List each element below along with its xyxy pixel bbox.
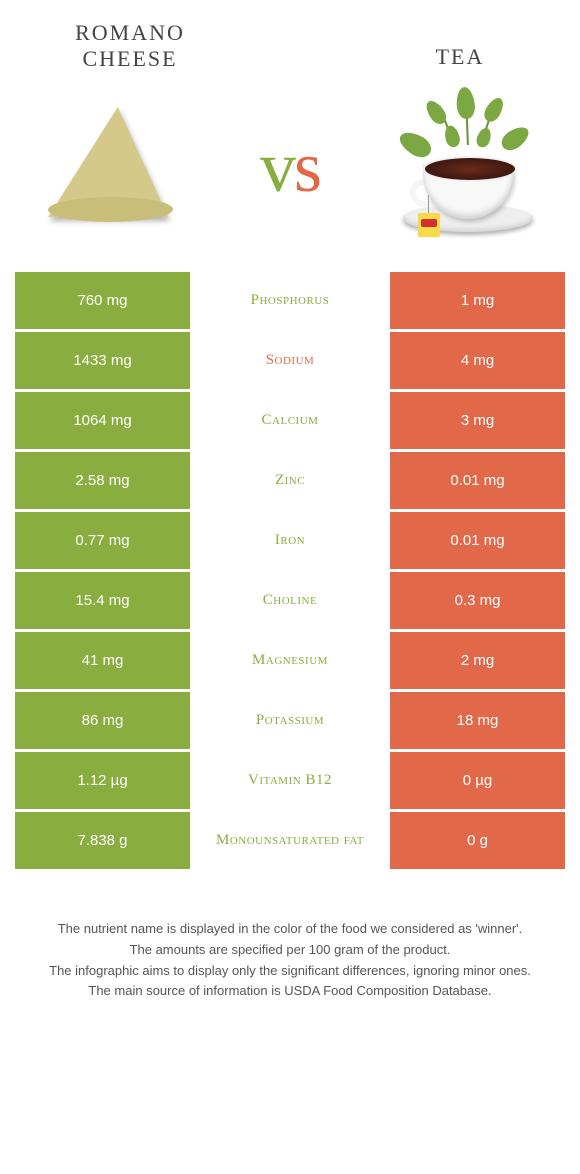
table-row: 1433 mgSodium4 mg — [15, 332, 565, 389]
footer-line: The infographic aims to display only the… — [30, 961, 550, 982]
right-value: 1 mg — [390, 272, 565, 329]
left-value: 2.58 mg — [15, 452, 190, 509]
left-value: 7.838 g — [15, 812, 190, 869]
left-value: 1433 mg — [15, 332, 190, 389]
cheese-icon — [43, 102, 183, 232]
images-row: vs — [0, 72, 580, 272]
tea-icon — [388, 87, 548, 247]
vs-v: v — [260, 127, 294, 207]
table-row: 1064 mgCalcium3 mg — [15, 392, 565, 449]
table-row: 86 mgPotassium18 mg — [15, 692, 565, 749]
header: Romano cheese Tea — [0, 0, 580, 72]
right-value: 0 g — [390, 812, 565, 869]
nutrient-label: Vitamin B12 — [190, 752, 390, 809]
table-row: 0.77 mgIron0.01 mg — [15, 512, 565, 569]
table-row: 1.12 µgVitamin B120 µg — [15, 752, 565, 809]
nutrient-label: Monounsaturated fat — [190, 812, 390, 869]
cheese-image — [25, 80, 200, 255]
left-value: 41 mg — [15, 632, 190, 689]
vs-label: vs — [260, 126, 320, 209]
nutrient-label: Phosphorus — [190, 272, 390, 329]
left-value: 86 mg — [15, 692, 190, 749]
nutrient-label: Choline — [190, 572, 390, 629]
nutrient-table: 760 mgPhosphorus1 mg1433 mgSodium4 mg106… — [15, 272, 565, 869]
table-row: 7.838 gMonounsaturated fat0 g — [15, 812, 565, 869]
left-value: 0.77 mg — [15, 512, 190, 569]
nutrient-label: Magnesium — [190, 632, 390, 689]
right-value: 0.3 mg — [390, 572, 565, 629]
table-row: 15.4 mgCholine0.3 mg — [15, 572, 565, 629]
right-value: 3 mg — [390, 392, 565, 449]
left-value: 760 mg — [15, 272, 190, 329]
tea-image — [380, 80, 555, 255]
right-value: 2 mg — [390, 632, 565, 689]
right-value: 0.01 mg — [390, 452, 565, 509]
footer-line: The main source of information is USDA F… — [30, 981, 550, 1002]
right-value: 4 mg — [390, 332, 565, 389]
table-row: 2.58 mgZinc0.01 mg — [15, 452, 565, 509]
right-value: 0.01 mg — [390, 512, 565, 569]
left-value: 15.4 mg — [15, 572, 190, 629]
left-food-title: Romano cheese — [40, 20, 220, 72]
left-value: 1064 mg — [15, 392, 190, 449]
table-row: 760 mgPhosphorus1 mg — [15, 272, 565, 329]
nutrient-label: Zinc — [190, 452, 390, 509]
nutrient-label: Potassium — [190, 692, 390, 749]
vs-s: s — [294, 127, 320, 207]
right-food-title: Tea — [380, 44, 540, 72]
nutrient-label: Sodium — [190, 332, 390, 389]
right-value: 0 µg — [390, 752, 565, 809]
nutrient-label: Iron — [190, 512, 390, 569]
left-value: 1.12 µg — [15, 752, 190, 809]
table-row: 41 mgMagnesium2 mg — [15, 632, 565, 689]
footer-notes: The nutrient name is displayed in the co… — [30, 919, 550, 1002]
right-value: 18 mg — [390, 692, 565, 749]
nutrient-label: Calcium — [190, 392, 390, 449]
footer-line: The amounts are specified per 100 gram o… — [30, 940, 550, 961]
footer-line: The nutrient name is displayed in the co… — [30, 919, 550, 940]
